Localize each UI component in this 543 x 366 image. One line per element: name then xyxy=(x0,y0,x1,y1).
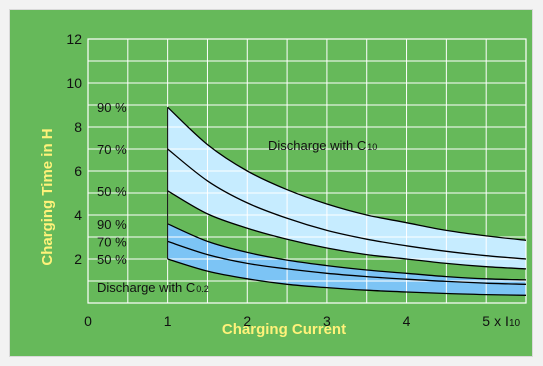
series-line xyxy=(167,148,527,260)
x-tick-label: 2 xyxy=(243,313,251,329)
x-tick-label: 0 xyxy=(84,313,92,329)
series-label: 90 % xyxy=(97,217,127,232)
series-label: 70 % xyxy=(97,234,127,249)
series-label: 50 % xyxy=(97,184,127,199)
region-label: Discharge with C10 xyxy=(268,138,377,153)
series-line xyxy=(167,258,527,296)
x-tick-label: 5 xyxy=(482,313,490,329)
x-axis-title: Charging Current xyxy=(222,321,346,338)
y-tick-label: 10 xyxy=(66,75,82,91)
x-tick-label: 4 xyxy=(403,313,411,329)
series-line xyxy=(167,190,527,270)
series-line xyxy=(167,240,527,285)
y-tick-label: 8 xyxy=(74,119,82,135)
region-label-subscript: 0.2 xyxy=(196,284,209,294)
band-c02 xyxy=(167,223,526,296)
region-label-subscript: 10 xyxy=(367,142,377,152)
x-unit-label: x I10 xyxy=(494,313,520,329)
x-tick-label: 1 xyxy=(164,313,172,329)
x-tick-label: 3 xyxy=(323,313,331,329)
series-label: 70 % xyxy=(97,142,127,157)
series-line xyxy=(167,106,527,241)
y-tick-label: 12 xyxy=(66,31,82,47)
y-tick-label: 6 xyxy=(74,163,82,179)
region-label: Discharge with C0.2 xyxy=(97,280,209,295)
band-c10 xyxy=(167,107,526,269)
y-axis-title: Charging Time in H xyxy=(39,128,56,265)
x-unit-subscript: 10 xyxy=(509,318,521,329)
series-label: 50 % xyxy=(97,252,127,267)
series-line xyxy=(167,223,527,281)
y-tick-label: 4 xyxy=(74,207,82,223)
y-tick-label: 2 xyxy=(74,251,82,267)
series-label: 90 % xyxy=(97,100,127,115)
